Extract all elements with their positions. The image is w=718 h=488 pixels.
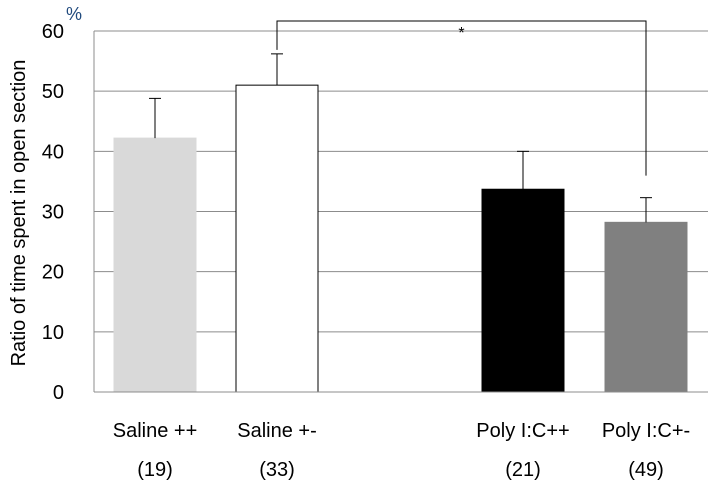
- y-axis-ticks: 0 10 20 30 40 50 60: [42, 21, 64, 404]
- bar-4: [604, 221, 688, 393]
- bar-3: [481, 188, 565, 393]
- y-tick-label: 10: [42, 322, 64, 344]
- y-tick-label: 20: [42, 262, 64, 284]
- x-category-label: Poly I:C+-: [602, 420, 690, 442]
- x-category-label: Poly I:C++: [476, 420, 569, 442]
- axes: [93, 31, 708, 393]
- x-category-label: Saline ++: [113, 420, 198, 442]
- y-tick-label: 30: [42, 202, 64, 224]
- significance-star: *: [458, 25, 464, 42]
- y-tick-label: 0: [53, 382, 64, 404]
- y-tick-label: 40: [42, 141, 64, 163]
- sample-size-label: (49): [628, 459, 664, 481]
- bracket-line: [276, 20, 647, 176]
- y-axis-label: Ratio of time spent in open section: [8, 60, 30, 367]
- sample-size-label: (33): [259, 459, 295, 481]
- y-axis-unit: %: [66, 4, 82, 24]
- x-category-label: Saline +-: [237, 420, 317, 442]
- bar-2: [235, 84, 319, 393]
- sample-size-label: (19): [137, 459, 173, 481]
- error-bars: [149, 53, 652, 223]
- significance-bracket: *: [276, 20, 647, 176]
- x-axis-labels: Saline ++ (19) Saline +- (33) Poly I:C++ (21)…: [113, 420, 690, 481]
- bar-1: [113, 137, 197, 393]
- sample-size-label: (21): [505, 459, 541, 481]
- y-tick-label: 50: [42, 81, 64, 103]
- bars: [113, 84, 688, 393]
- y-tick-label: 60: [42, 21, 64, 43]
